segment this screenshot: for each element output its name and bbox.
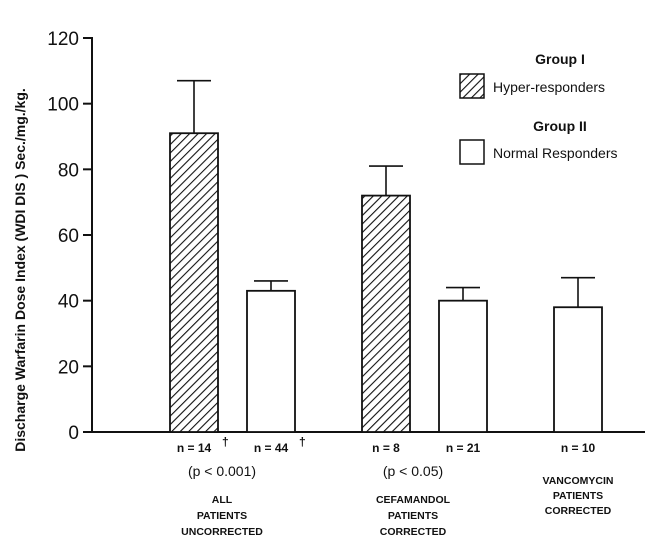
category-label: CORRECTED xyxy=(380,526,447,538)
n-label: n = 10 xyxy=(561,441,596,455)
n-label: n = 44 xyxy=(254,441,289,455)
p-value-label: (p < 0.05) xyxy=(383,463,443,479)
significance-mark: † xyxy=(222,435,229,449)
category-label: CEFAMANDOL xyxy=(376,494,451,506)
bar xyxy=(169,132,219,433)
y-tick-label: 100 xyxy=(47,95,79,116)
y-tick-label: 40 xyxy=(58,292,79,313)
y-tick-label: 0 xyxy=(68,423,79,444)
category-label: VANCOMYCIN xyxy=(543,475,614,487)
bar xyxy=(361,194,411,433)
legend-label: Normal Responders xyxy=(493,145,618,161)
n-label: n = 8 xyxy=(372,441,400,455)
category-label: PATIENTS xyxy=(197,510,247,522)
significance-mark: † xyxy=(299,435,306,449)
legend-swatch-hatched xyxy=(459,73,485,99)
bar xyxy=(438,299,488,433)
legend: Group I Hyper-responders Group II Normal Re… xyxy=(459,51,618,165)
category-label: ALL xyxy=(212,494,233,506)
legend-group-title: Group II xyxy=(533,118,587,134)
legend-group-title: Group I xyxy=(535,51,585,67)
category-label: UNCORRECTED xyxy=(181,526,263,538)
category-label: CORRECTED xyxy=(545,505,612,517)
category-label: PATIENTS xyxy=(388,510,438,522)
y-tick-label: 20 xyxy=(58,357,79,378)
legend-swatch-open xyxy=(459,139,485,165)
y-tick-label: 120 xyxy=(47,29,79,50)
p-value-label: (p < 0.001) xyxy=(188,463,256,479)
y-tick-label: 80 xyxy=(58,160,79,181)
y-axis-label: Discharge Warfarin Dose Index (WDI DIS )… xyxy=(12,88,28,452)
n-label: n = 14 xyxy=(177,441,212,455)
bar xyxy=(246,289,296,433)
category-label: PATIENTS xyxy=(553,490,603,502)
x-labels: n = 14 † n = 44 † n = 8 n = 21 n = 10 (p < 0.00… xyxy=(177,435,614,538)
y-tick-label: 60 xyxy=(58,226,79,247)
legend-label: Hyper-responders xyxy=(493,79,605,95)
bar xyxy=(553,306,603,433)
n-label: n = 21 xyxy=(446,441,481,455)
bars xyxy=(169,79,603,433)
